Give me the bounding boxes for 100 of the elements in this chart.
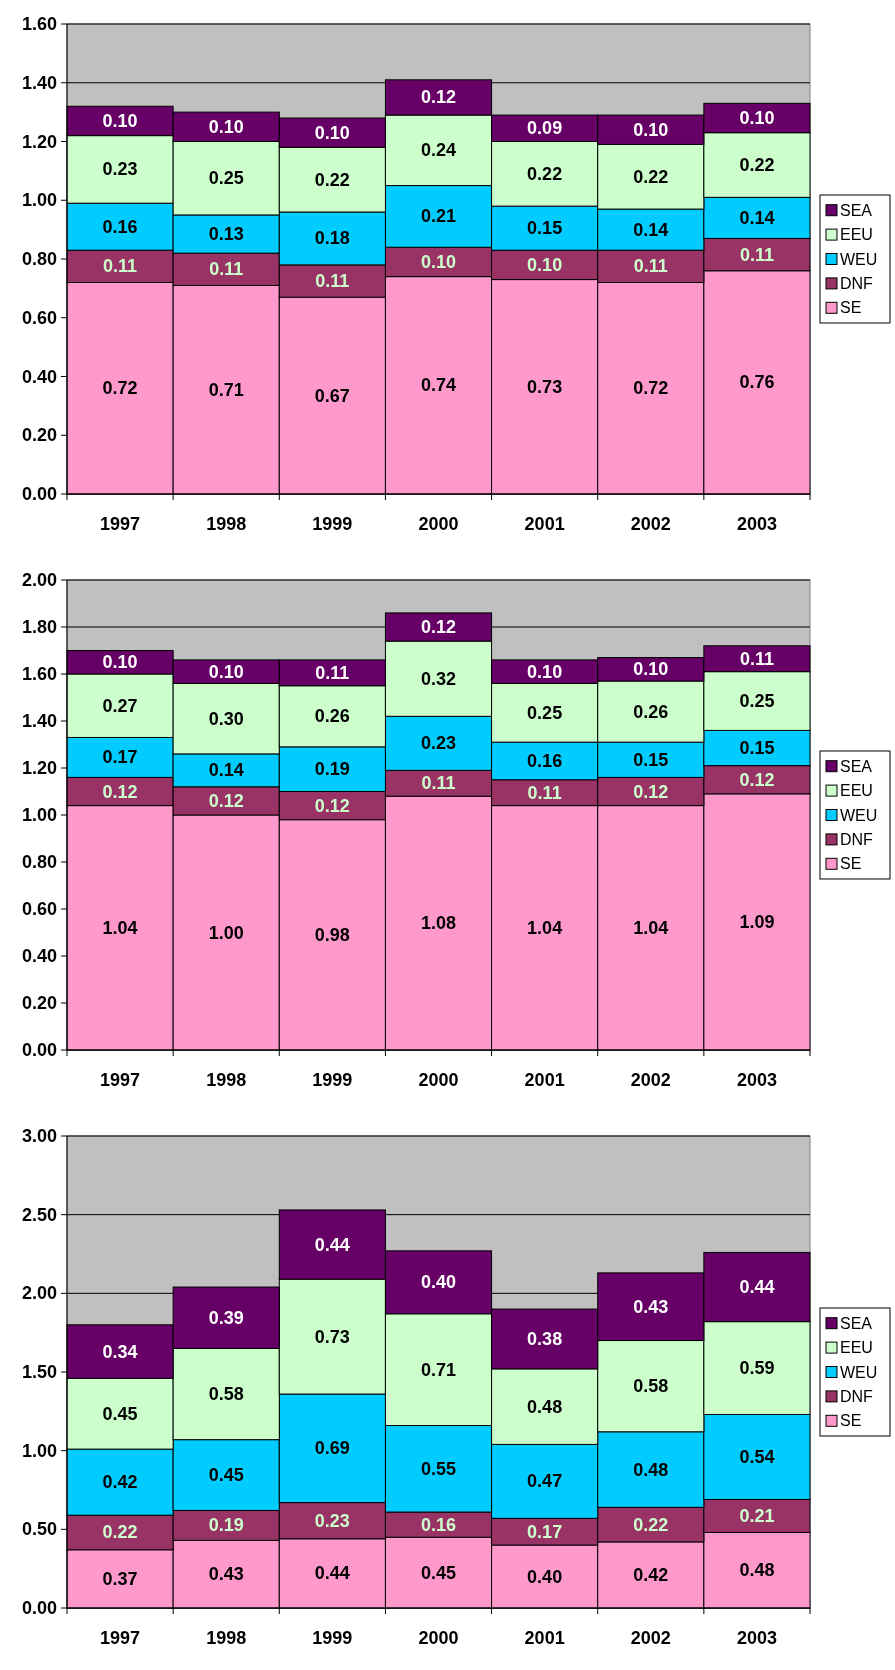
data-label: 0.48 <box>739 1560 775 1581</box>
data-label: 0.25 <box>208 168 244 189</box>
data-label: 1.04 <box>527 917 563 938</box>
data-label: 0.55 <box>420 1458 457 1479</box>
y-tick-label: 2.00 <box>21 570 57 590</box>
data-label: 0.24 <box>420 140 457 161</box>
x-tick-label: 2003 <box>736 1628 777 1648</box>
legend-label: WEU <box>840 250 878 268</box>
data-label: 0.44 <box>314 1563 350 1584</box>
data-label: 0.73 <box>527 376 563 397</box>
y-tick-label: 0.80 <box>21 852 57 872</box>
y-tick-label: 1.60 <box>21 664 57 684</box>
data-label: 0.10 <box>208 661 244 682</box>
legend-label: DNF <box>840 274 874 292</box>
data-label: 0.72 <box>633 378 669 399</box>
data-label: 0.12 <box>102 781 138 802</box>
data-label: 0.12 <box>420 87 457 108</box>
data-label: 0.21 <box>739 1505 775 1526</box>
data-label: 0.10 <box>527 661 563 682</box>
data-label: 0.26 <box>314 706 350 727</box>
data-label: 0.22 <box>314 169 350 190</box>
x-tick-label: 2003 <box>736 1070 777 1090</box>
data-label: 0.16 <box>527 750 563 771</box>
x-tick-label: 1999 <box>312 1628 353 1648</box>
y-tick-label: 0.20 <box>21 425 57 446</box>
data-label: 0.19 <box>314 759 350 780</box>
data-label: 0.10 <box>739 108 775 128</box>
legend-label: WEU <box>840 1363 878 1381</box>
y-tick-label: 1.80 <box>21 617 57 637</box>
data-label: 0.10 <box>102 110 138 131</box>
data-label: 0.10 <box>314 122 350 143</box>
data-label: 0.15 <box>739 738 775 759</box>
x-tick-label: 1998 <box>206 1628 247 1648</box>
data-label: 0.21 <box>420 206 457 227</box>
data-label: 0.11 <box>633 256 668 277</box>
data-label: 0.12 <box>420 617 457 637</box>
data-label: 0.12 <box>314 795 350 816</box>
x-tick-label: 1999 <box>312 514 353 534</box>
x-tick-label: 2002 <box>630 1070 671 1090</box>
data-label: 0.19 <box>208 1515 244 1536</box>
data-label: 0.26 <box>633 701 669 722</box>
data-label: 0.98 <box>314 924 350 945</box>
data-label: 0.30 <box>208 708 244 729</box>
data-label: 0.15 <box>633 749 669 770</box>
data-label: 0.67 <box>314 385 350 406</box>
data-label: 0.27 <box>102 695 138 716</box>
y-tick-label: 1.00 <box>21 190 57 211</box>
data-label: 0.72 <box>102 378 138 399</box>
y-tick-label: 0.20 <box>21 993 57 1013</box>
data-label: 0.34 <box>102 1341 138 1362</box>
x-tick-label: 1998 <box>206 514 247 534</box>
data-label: 0.23 <box>102 159 138 180</box>
x-tick-label: 1998 <box>206 1070 247 1090</box>
data-label: 0.12 <box>739 769 775 790</box>
data-label: 0.22 <box>633 1514 669 1535</box>
y-tick-label: 1.60 <box>21 14 57 34</box>
legend-label: WEU <box>840 806 878 824</box>
y-tick-label: 2.50 <box>21 1204 57 1225</box>
x-tick-label: 2002 <box>630 1628 671 1648</box>
data-label: 0.10 <box>420 251 457 272</box>
y-tick-label: 1.40 <box>21 711 57 731</box>
data-label: 0.14 <box>633 219 669 240</box>
data-label: 0.69 <box>314 1438 350 1459</box>
legend-label: EEU <box>840 226 873 244</box>
data-label: 0.40 <box>527 1566 563 1587</box>
data-label: 0.11 <box>103 256 138 277</box>
data-label: 0.09 <box>527 118 563 139</box>
data-label: 0.22 <box>739 155 775 175</box>
data-label: 0.76 <box>739 372 775 393</box>
data-label: 1.00 <box>208 922 244 943</box>
y-tick-label: 0.40 <box>21 946 57 966</box>
y-tick-label: 1.20 <box>21 758 57 778</box>
x-tick-label: 1997 <box>100 514 141 534</box>
legend-label: EEU <box>840 782 873 800</box>
data-label: 0.14 <box>739 207 775 228</box>
data-label: 0.48 <box>527 1396 563 1417</box>
data-label: 0.47 <box>527 1471 563 1492</box>
legend-label: SE <box>840 855 862 873</box>
data-label: 1.04 <box>102 917 138 938</box>
data-label: 0.48 <box>633 1459 669 1480</box>
data-label: 0.32 <box>420 668 457 689</box>
data-label: 0.11 <box>739 648 774 669</box>
data-label: 0.42 <box>633 1564 669 1585</box>
data-label: 1.08 <box>420 913 457 934</box>
data-label: 0.17 <box>527 1521 563 1542</box>
legend-label: DNF <box>840 1387 874 1405</box>
data-label: 0.22 <box>633 166 669 187</box>
x-tick-label: 2001 <box>524 1070 565 1090</box>
data-label: 0.43 <box>633 1296 669 1317</box>
x-tick-label: 2000 <box>418 514 459 534</box>
data-label: 0.12 <box>208 790 244 811</box>
data-label: 0.38 <box>527 1328 563 1349</box>
data-label: 0.10 <box>633 659 669 680</box>
x-tick-label: 2001 <box>524 514 565 534</box>
data-label: 0.10 <box>527 254 563 275</box>
y-tick-label: 0.60 <box>21 899 57 919</box>
data-label: 0.59 <box>739 1358 775 1379</box>
legend-label: EEU <box>840 1339 873 1357</box>
data-label: 0.16 <box>420 1514 457 1535</box>
y-tick-label: 1.50 <box>21 1362 57 1382</box>
